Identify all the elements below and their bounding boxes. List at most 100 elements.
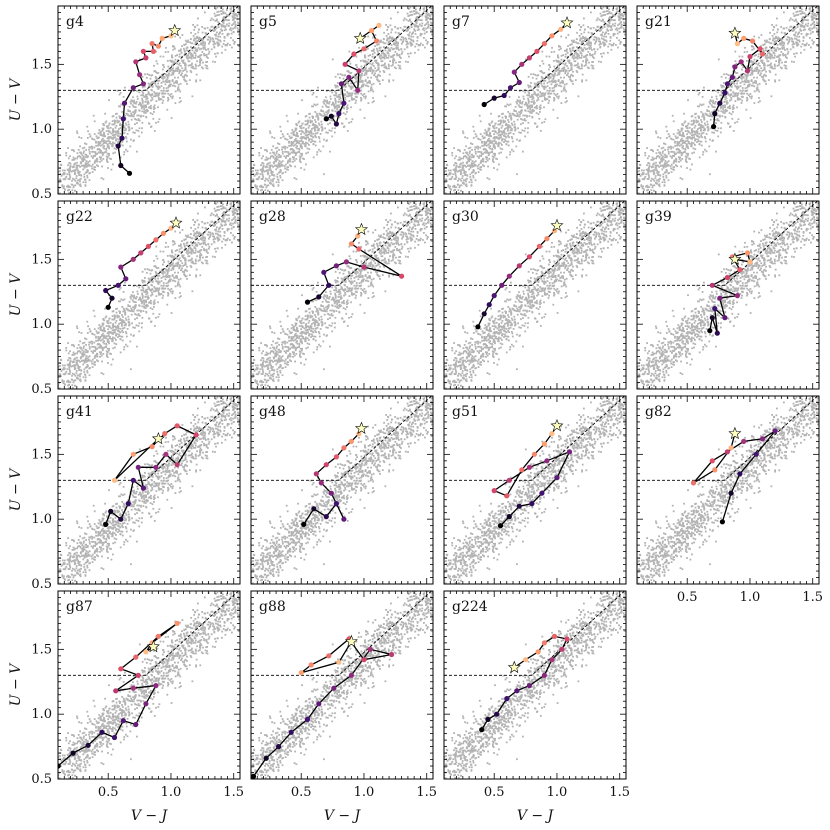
background-point xyxy=(93,133,96,135)
background-point xyxy=(103,151,105,154)
background-point xyxy=(498,131,501,134)
background-point xyxy=(195,65,197,67)
background-point xyxy=(88,148,90,151)
background-point xyxy=(297,135,299,137)
background-point xyxy=(363,83,365,86)
background-point xyxy=(620,23,623,26)
background-point xyxy=(344,81,347,83)
background-point xyxy=(777,48,780,51)
background-point xyxy=(417,48,420,51)
background-point xyxy=(76,164,79,167)
background-point xyxy=(474,160,477,163)
background-point xyxy=(402,38,405,41)
background-point xyxy=(319,150,322,153)
background-point xyxy=(757,53,760,56)
background-point xyxy=(214,20,217,22)
background-point xyxy=(116,119,119,122)
background-point xyxy=(598,43,601,46)
background-point xyxy=(118,128,120,130)
background-point xyxy=(610,44,613,47)
background-point xyxy=(198,38,200,40)
background-point xyxy=(311,140,314,142)
panel-g4: g40.51.01.5 xyxy=(31,5,241,202)
background-point xyxy=(233,42,236,45)
background-point xyxy=(314,144,317,147)
background-point xyxy=(301,99,303,102)
background-point xyxy=(213,27,215,30)
background-point xyxy=(184,62,186,65)
background-point xyxy=(563,66,565,69)
background-point xyxy=(124,86,126,89)
background-point xyxy=(301,152,303,155)
track-point xyxy=(481,101,487,108)
background-point xyxy=(147,109,149,112)
background-point xyxy=(371,71,374,73)
background-point xyxy=(252,178,254,181)
background-point xyxy=(166,76,169,79)
background-point xyxy=(224,48,227,51)
background-point xyxy=(271,164,273,167)
background-point xyxy=(219,31,221,34)
background-point xyxy=(119,122,122,125)
background-point xyxy=(388,79,390,82)
background-point xyxy=(503,131,506,134)
final-star-marker xyxy=(168,23,182,37)
background-point xyxy=(778,57,781,60)
background-point xyxy=(222,19,225,22)
background-point xyxy=(308,113,310,115)
background-point xyxy=(570,66,573,69)
background-point xyxy=(200,42,203,45)
background-point xyxy=(223,19,226,22)
background-point xyxy=(298,130,301,132)
background-point xyxy=(557,56,559,58)
panel-label: g5 xyxy=(259,14,277,30)
background-point xyxy=(617,16,620,19)
background-point xyxy=(767,79,770,81)
background-point xyxy=(237,10,239,13)
background-point xyxy=(128,129,130,132)
background-point xyxy=(783,11,785,14)
background-point xyxy=(149,106,151,108)
background-point xyxy=(318,124,321,126)
background-point xyxy=(352,75,354,78)
background-point xyxy=(335,115,338,117)
background-point xyxy=(585,60,588,63)
background-point xyxy=(507,132,510,135)
background-point xyxy=(108,147,110,150)
background-point xyxy=(149,77,152,80)
background-point xyxy=(130,138,132,141)
background-point xyxy=(69,168,71,171)
background-point xyxy=(223,36,226,38)
background-point xyxy=(310,135,313,137)
background-point xyxy=(469,165,472,168)
background-point xyxy=(444,170,446,173)
background-point xyxy=(488,123,491,125)
background-point xyxy=(326,113,328,116)
background-point xyxy=(676,151,679,154)
background-point xyxy=(608,12,611,15)
background-point xyxy=(666,130,668,133)
background-point xyxy=(564,101,567,104)
background-point xyxy=(539,104,542,107)
background-point xyxy=(167,99,169,102)
background-point xyxy=(314,121,317,123)
background-point xyxy=(395,42,397,44)
background-point xyxy=(371,49,373,52)
background-point xyxy=(226,44,228,47)
background-point xyxy=(326,139,328,142)
background-point xyxy=(599,42,602,44)
background-point xyxy=(335,94,337,97)
background-point xyxy=(86,169,89,171)
background-point xyxy=(494,154,496,157)
background-point xyxy=(348,50,351,53)
background-point xyxy=(408,37,410,40)
background-point xyxy=(162,64,164,67)
background-point xyxy=(202,46,205,49)
background-point xyxy=(612,9,614,12)
background-point xyxy=(430,45,433,47)
background-point xyxy=(217,21,220,24)
background-point xyxy=(545,55,548,58)
background-point xyxy=(594,52,596,55)
background-point xyxy=(334,106,336,109)
background-point xyxy=(569,76,572,79)
